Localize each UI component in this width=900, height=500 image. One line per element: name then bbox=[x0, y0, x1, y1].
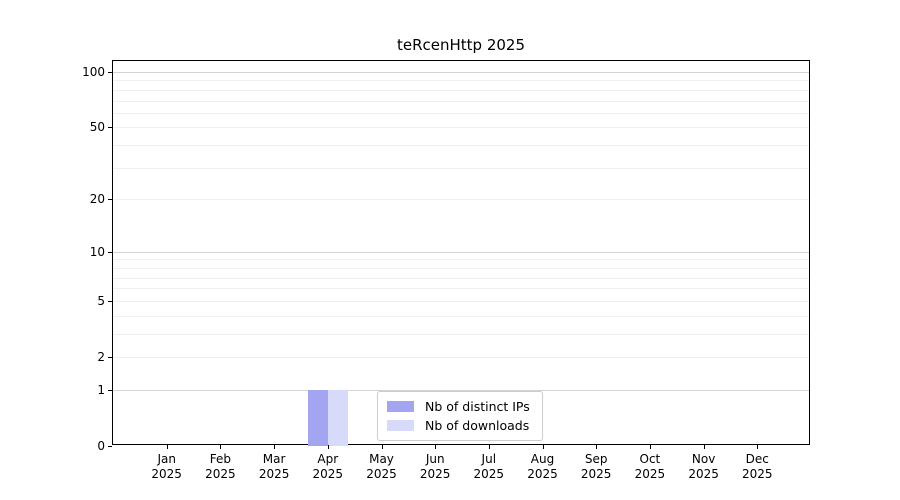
y-tick-mark bbox=[108, 389, 112, 391]
x-tick-mark bbox=[166, 445, 168, 449]
y-gridline-minor bbox=[113, 288, 809, 290]
y-gridline-minor bbox=[113, 259, 809, 261]
y-tick-label: 10 bbox=[89, 244, 105, 259]
y-tick-mark bbox=[108, 446, 112, 447]
y-gridline-minor bbox=[113, 80, 809, 82]
y-gridline-minor bbox=[113, 357, 809, 358]
y-tick-label: 1 bbox=[97, 382, 105, 397]
x-tick-mark bbox=[542, 445, 544, 449]
x-tick-mark bbox=[327, 445, 329, 449]
y-gridline-minor bbox=[113, 145, 809, 147]
y-gridline-minor bbox=[113, 199, 809, 201]
x-tick-mark bbox=[435, 445, 437, 449]
x-tick-mark bbox=[220, 445, 222, 449]
legend-label: Nb of distinct IPs bbox=[425, 399, 530, 414]
x-tick-mark bbox=[381, 445, 383, 449]
y-gridline-minor bbox=[113, 89, 809, 91]
y-tick-mark bbox=[108, 199, 112, 201]
x-tick-mark bbox=[596, 445, 598, 449]
y-tick-mark bbox=[108, 357, 112, 358]
y-gridline-major bbox=[113, 251, 809, 253]
x-tick-label: Mar 2025 bbox=[258, 452, 290, 481]
y-tick-mark bbox=[108, 127, 112, 129]
y-gridline-minor bbox=[113, 112, 809, 114]
y-gridline-minor bbox=[113, 167, 809, 169]
legend-swatch bbox=[387, 401, 414, 412]
plot-area: 0 1 2 5 10 20 50 100 Jan 2025 Feb 2025 Mar 2025 Apr… bbox=[82, 60, 810, 481]
y-tick-mark bbox=[108, 300, 112, 302]
x-tick-label: Jul 2025 bbox=[473, 452, 505, 481]
x-tick-label: May 2025 bbox=[366, 452, 397, 481]
x-tick-label: Aug 2025 bbox=[527, 452, 558, 481]
legend-swatch bbox=[387, 420, 414, 431]
x-tick-mark bbox=[274, 445, 276, 449]
legend-label: Nb of downloads bbox=[425, 418, 530, 433]
x-tick-mark bbox=[703, 445, 705, 449]
y-tick-label: 2 bbox=[97, 350, 105, 364]
x-tick-label: Feb 2025 bbox=[205, 452, 236, 481]
x-tick-label: Apr 2025 bbox=[312, 452, 344, 481]
x-tick-label: Dec 2025 bbox=[742, 452, 773, 481]
y-gridline-minor bbox=[113, 277, 809, 279]
y-tick-mark bbox=[108, 72, 112, 73]
x-tick-mark bbox=[488, 445, 490, 449]
legend-row: Nb of distinct IPs bbox=[387, 397, 533, 416]
y-tick-label: 100 bbox=[82, 65, 105, 79]
y-gridline-minor bbox=[113, 300, 809, 302]
y-gridline-minor bbox=[113, 100, 809, 102]
y-gridline-minor bbox=[113, 127, 809, 129]
bar-distinct-ips bbox=[307, 389, 328, 446]
y-gridline-minor bbox=[113, 333, 809, 335]
y-tick-label: 20 bbox=[89, 192, 105, 207]
x-tick-mark bbox=[649, 445, 651, 449]
y-tick-label: 50 bbox=[89, 120, 105, 135]
bar-downloads bbox=[327, 389, 348, 446]
x-tick-label: Jun 2025 bbox=[419, 452, 451, 481]
y-tick-mark bbox=[108, 251, 112, 253]
y-gridline-minor bbox=[113, 315, 809, 317]
y-tick-label: 5 bbox=[97, 293, 105, 308]
y-tick-label: 0 bbox=[97, 439, 105, 453]
y-gridline-minor bbox=[113, 267, 809, 269]
chart-title: teRcenHttp 2025 bbox=[396, 36, 526, 54]
x-tick-label: Sep 2025 bbox=[580, 452, 612, 481]
y-gridline-major bbox=[113, 72, 809, 73]
x-tick-label: Jan 2025 bbox=[151, 452, 182, 481]
x-tick-label: Oct 2025 bbox=[634, 452, 666, 481]
x-tick-mark bbox=[757, 445, 759, 449]
y-gridline-major bbox=[113, 389, 809, 391]
x-tick-label: Nov 2025 bbox=[688, 452, 719, 481]
legend: Nb of distinct IPs Nb of downloads bbox=[377, 391, 543, 441]
legend-row: Nb of downloads bbox=[387, 416, 533, 435]
